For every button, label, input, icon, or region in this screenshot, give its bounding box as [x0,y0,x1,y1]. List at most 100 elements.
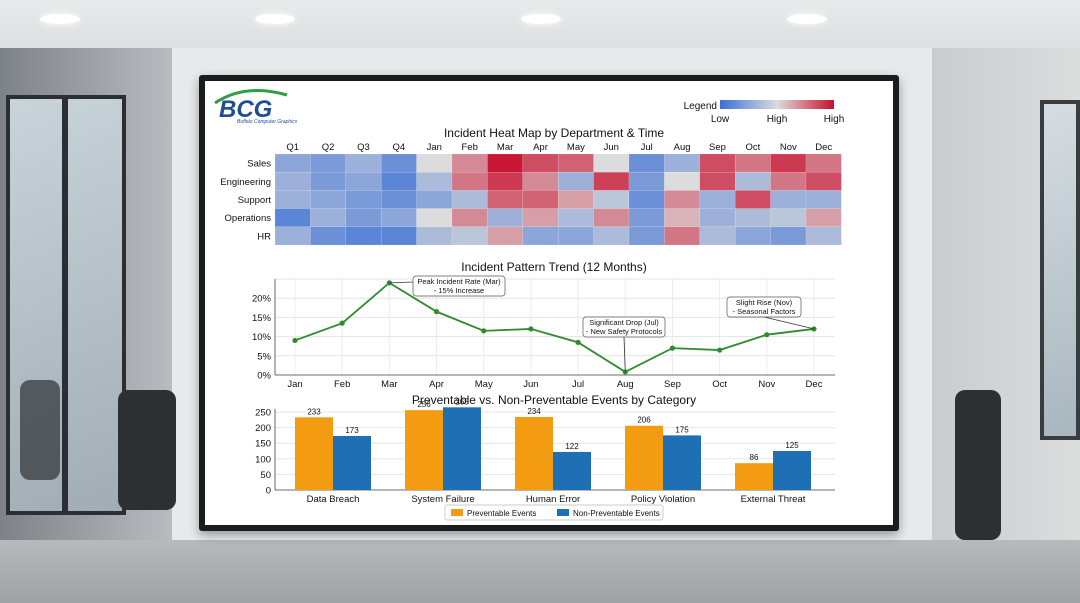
heatmap-cell [557,226,594,246]
bar-y-tick-label: 200 [255,423,271,434]
logo-text: BCG [219,96,272,123]
trend-x-tick-label: May [475,379,493,390]
ceiling-light [521,14,561,24]
heatmap-cell [734,171,771,191]
dashboard-canvas: BCG Buffalo Computer Graphics Legend Low… [214,89,845,521]
heatmap-cell [593,208,630,228]
heatmap-row-label: Operations [225,213,272,224]
heatmap-cell [522,153,559,173]
heatmap-cell [310,153,347,173]
legend-gradient-bar [720,100,834,109]
heatmap-title: Incident Heat Map by Department & Time [444,126,664,140]
trend-point [669,345,676,351]
trend-y-tick-label: 20% [252,294,272,305]
heatmap-cell [770,153,807,173]
bar-value-label: 173 [345,426,359,435]
trend-point [339,320,345,326]
heatmap-cell [628,190,665,209]
bar-y-tick-label: 0 [266,486,271,497]
bar-legend-swatch [451,509,463,516]
annotation-box [412,275,506,297]
trend-y-tick-label: 5% [257,351,271,362]
heatmap-cell [805,208,842,228]
heatmap-cell [664,226,701,246]
bar-non-preventable [773,451,811,490]
bar-category-label: Policy Violation [631,494,695,505]
heatmap-cell [628,226,665,246]
heatmap-cell [770,171,807,191]
heatmap-cell [487,153,524,173]
dashboard-screen: BCG Buffalo Computer Graphics Legend Low… [205,81,893,525]
bar-chart-title: Preventable vs. Non-Preventable Events b… [412,393,696,407]
heatmap-cell [522,208,559,228]
bar-value-label: 206 [637,416,651,425]
heatmap-cell [557,153,594,173]
heatmap-cell [699,208,736,228]
heatmap-col-label: Oct [746,142,761,153]
heatmap-cell [734,153,771,173]
heatmap-col-label: May [567,142,585,153]
heatmap-cell [380,226,417,246]
heatmap-cell [416,226,453,246]
heatmap-cell [487,226,524,246]
bar-value-label: 265 [455,397,469,406]
heatmap-cell [557,171,594,191]
heatmap-cell [699,226,736,246]
annotation-pointer [763,316,815,330]
heatmap-cell [734,190,771,209]
bar-preventable [515,416,553,490]
heatmap-cell [664,190,701,209]
annotation-box [726,296,802,318]
heatmap-cell [593,190,630,209]
heatmap-cell [380,208,417,228]
heatmap-cell [522,190,559,209]
annotation-pointer [389,281,414,284]
heatmap-cell [310,208,347,228]
annotation-text: - Seasonal Factors [733,307,796,316]
heatmap-cell [451,226,488,246]
bar-legend-frame [444,504,664,521]
heatmap-cell [345,208,382,228]
bar-value-label: 175 [675,425,689,434]
heatmap-cell [416,190,453,209]
heatmap-col-label: Jan [427,142,442,153]
heatmap-cell [380,190,417,209]
trend-x-tick-label: Apr [429,379,444,390]
bar-value-label: 86 [750,453,759,462]
heatmap-chart: Incident Heat Map by Department & Time Q… [220,126,842,246]
heatmap-cell [451,171,488,191]
trend-x-tick-label: Feb [334,379,350,390]
heatmap-row-label: Engineering [220,177,271,188]
annotation-text: - 15% Increase [434,286,484,295]
trend-point [433,309,440,315]
heatmap-cell [274,208,311,228]
office-chair-far-left [20,380,60,480]
trend-point [481,328,487,334]
heatmap-cell [628,153,665,173]
right-window [1040,100,1080,440]
heatmap-cell [805,226,842,246]
heatmap-cell [345,153,382,173]
heatmap-col-label: Sep [709,142,726,153]
events-bar-chart: Preventable vs. Non-Preventable Events b… [255,393,835,521]
bar-category-label: System Failure [411,494,474,505]
bar-value-label: 233 [307,407,321,416]
heatmap-cell [522,226,559,246]
bar-preventable [405,410,443,490]
heatmap-cell [770,226,807,246]
trend-point [386,280,392,286]
heatmap-legend: Legend Low High High [684,100,845,125]
annotation-box [582,316,666,338]
heatmap-cell [628,208,665,228]
heatmap-col-label: Q3 [357,142,370,153]
heatmap-cell [522,171,559,191]
bar-legend-label: Non-Preventable Events [573,509,660,518]
heatmap-cell [451,153,488,173]
heatmap-cell [805,190,842,209]
bar-non-preventable [553,451,591,490]
legend-label-high: High [824,114,845,125]
heatmap-col-label: Q1 [286,142,299,153]
bar-legend: Preventable Events Non-Preventable Events [444,504,664,521]
trend-x-tick-label: Dec [806,379,823,390]
legend-label-low: Low [711,114,730,125]
